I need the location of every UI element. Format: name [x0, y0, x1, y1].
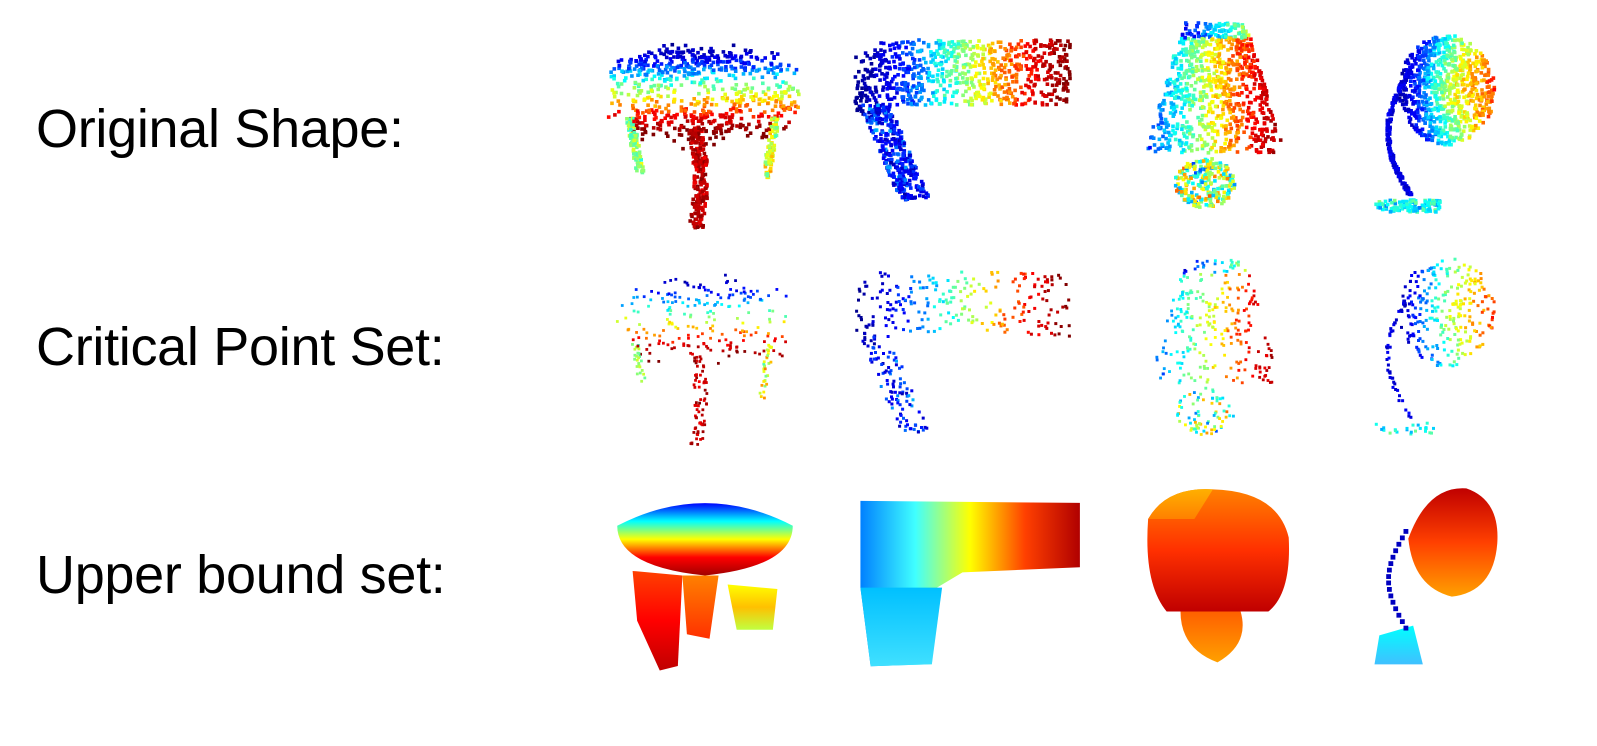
upper-bound-lamp-jar: [1147, 489, 1290, 663]
upper-bound-desk-lamp-part-1: [1374, 625, 1423, 665]
critical-table: [615, 273, 788, 446]
row-label-original-shape: Original Shape:: [36, 99, 404, 159]
critical-pistol-points: [855, 270, 1071, 434]
upper-bound-lamp-jar-part-2: [1180, 611, 1243, 663]
critical-lamp-jar: [1155, 258, 1274, 436]
original-desk-lamp-points: [1374, 34, 1497, 214]
upper-bound-table-part-1: [632, 570, 683, 671]
row-label-critical-point-set: Critical Point Set:: [36, 317, 445, 377]
critical-pistol: [855, 270, 1071, 434]
upper-bound-desk-lamp-arm: [1386, 529, 1409, 631]
upper-bound-table-part-2: [682, 575, 719, 639]
upper-bound-lamp-jar-part-0: [1147, 489, 1290, 612]
upper-bound-pistol-part-1: [860, 587, 943, 667]
upper-bound-lamp-jar-part-1: [1148, 489, 1213, 519]
original-desk-lamp: [1374, 34, 1497, 214]
upper-bound-desk-lamp-part-0: [1408, 488, 1498, 597]
original-table-points: [606, 42, 801, 230]
critical-lamp-jar-points: [1155, 258, 1274, 436]
original-lamp-jar: [1146, 21, 1283, 209]
critical-desk-lamp: [1374, 257, 1496, 436]
upper-bound-table: [617, 503, 793, 671]
upper-bound-table-part-0: [617, 503, 793, 576]
original-pistol: [853, 38, 1072, 202]
critical-table-points: [615, 273, 788, 446]
upper-bound-desk-lamp: [1374, 488, 1498, 665]
original-pistol-points: [853, 38, 1072, 202]
row-label-upper-bound-set: Upper bound set:: [36, 545, 446, 605]
upper-bound-pistol: [860, 500, 1080, 667]
original-table: [606, 42, 801, 230]
original-lamp-jar-points: [1146, 21, 1283, 209]
upper-bound-table-part-3: [727, 584, 778, 630]
critical-desk-lamp-points: [1374, 257, 1496, 436]
